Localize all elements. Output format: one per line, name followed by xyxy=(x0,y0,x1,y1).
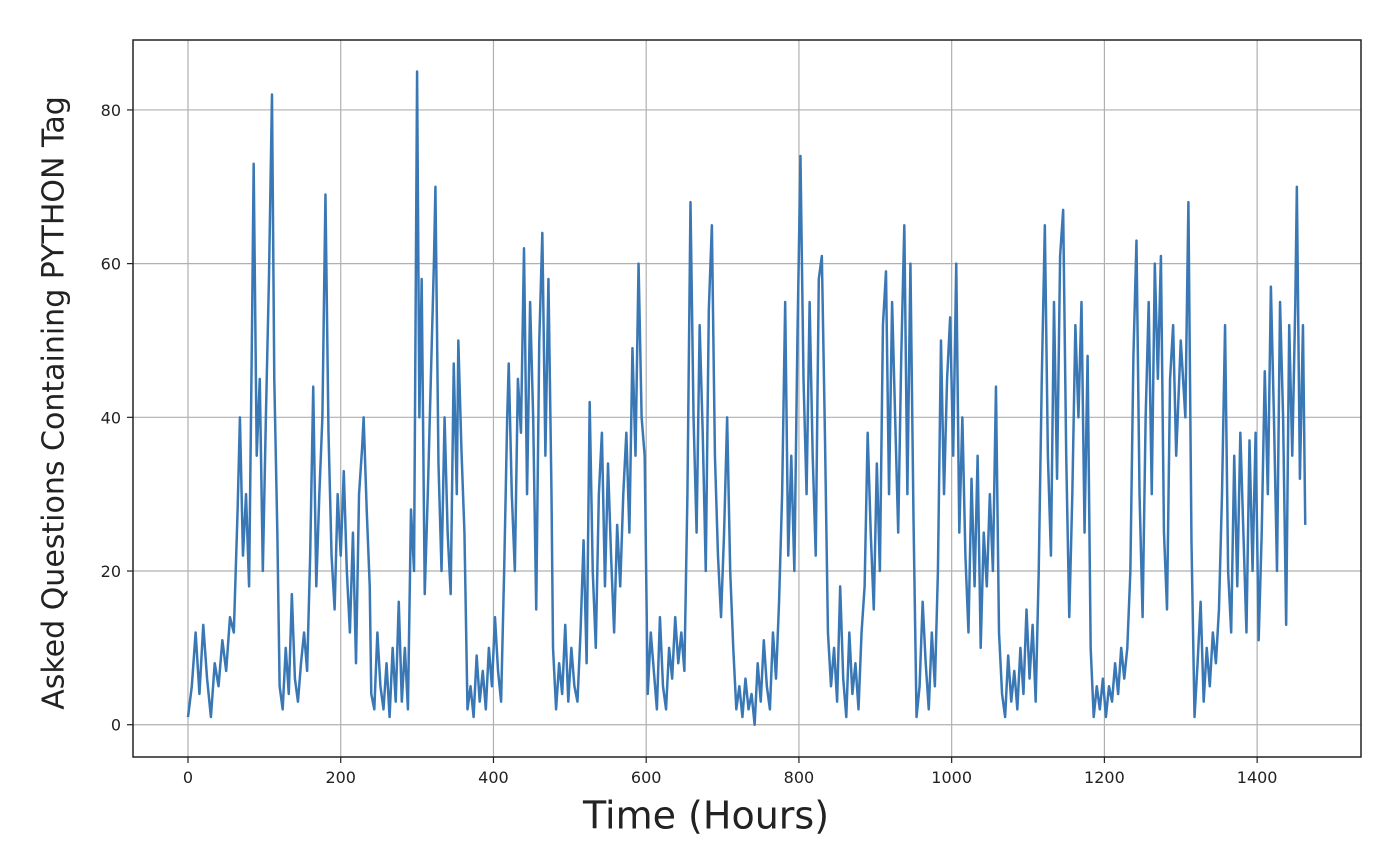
y-tick-label: 0 xyxy=(111,716,121,735)
y-tick-label: 20 xyxy=(101,562,121,581)
x-tick-label: 400 xyxy=(478,768,509,787)
x-tick-label: 1400 xyxy=(1237,768,1278,787)
x-tick-label: 0 xyxy=(183,768,193,787)
x-tick-label: 1000 xyxy=(931,768,972,787)
y-axis-label: Asked Questions Containing PYTHON Tag xyxy=(37,96,72,710)
plot-frame xyxy=(132,39,1362,758)
x-tick-label: 200 xyxy=(325,768,356,787)
x-axis-label: Time (Hours) xyxy=(582,794,829,838)
x-tick-label: 1200 xyxy=(1084,768,1125,787)
y-tick-label: 40 xyxy=(101,408,121,427)
x-tick-label: 600 xyxy=(631,768,662,787)
data-line xyxy=(186,70,1307,726)
x-tick-label: 800 xyxy=(784,768,815,787)
y-tick-label: 80 xyxy=(101,101,121,120)
y-tick-label: 60 xyxy=(101,255,121,274)
